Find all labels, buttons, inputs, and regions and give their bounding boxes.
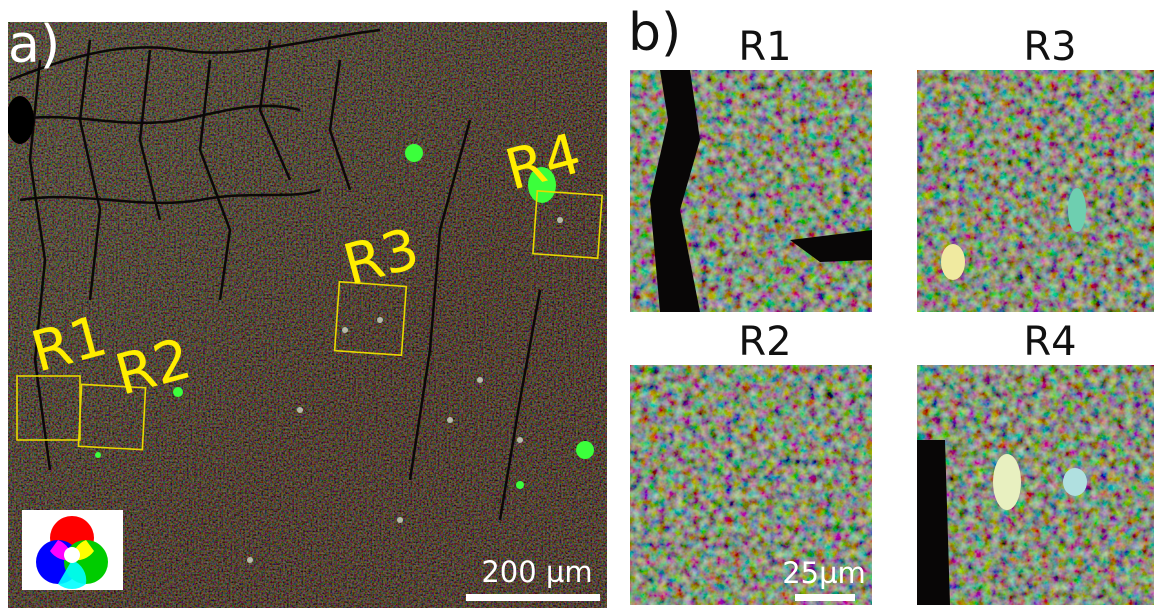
scale-bar-label: 25µm [782,556,866,590]
inset-label: R1 [738,24,791,70]
panel-label: b) [628,3,681,63]
scale-bar [466,594,600,601]
scale-bar [795,594,855,601]
inset-label: R3 [1023,24,1076,70]
inset-label: R4 [1023,319,1076,365]
scale-bar-label: 200 µm [481,555,592,589]
figure: a) R1 R2 R3 R4 200 µm b) [0,0,1154,608]
panel-label: a) [8,15,60,75]
color-legend [22,510,123,590]
inset-label: R2 [738,319,791,365]
